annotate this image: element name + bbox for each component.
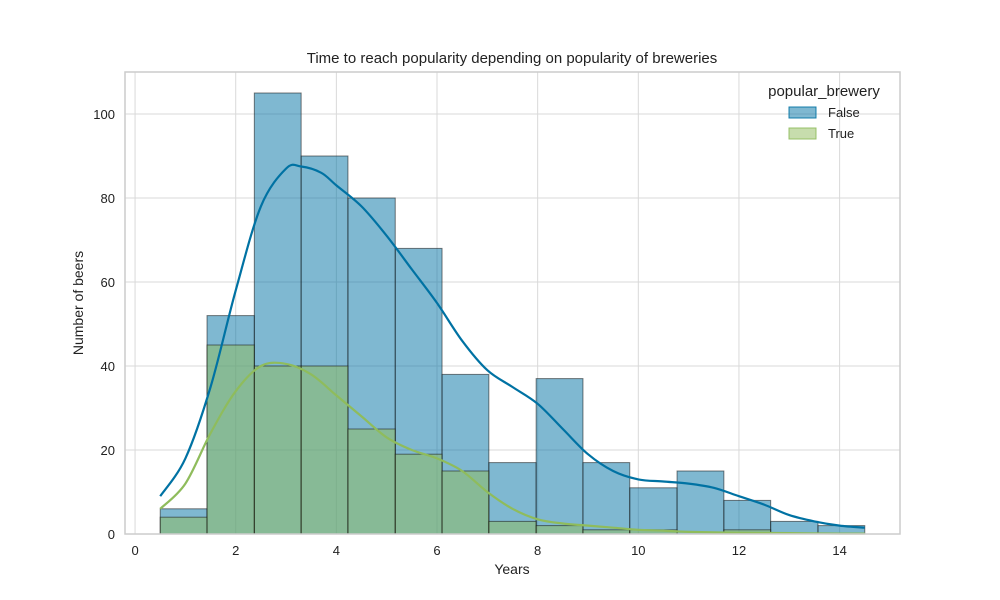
x-tick-label: 6 <box>433 543 440 558</box>
kde-line-true <box>159 361 865 535</box>
kde-curves <box>159 163 865 535</box>
legend-label-true: True <box>828 126 854 141</box>
legend-swatch-true <box>788 127 817 140</box>
x-tick-label: 10 <box>631 543 645 558</box>
bar-false-8 <box>535 378 584 535</box>
bar-true-3 <box>300 365 349 535</box>
bar-false-11 <box>676 470 725 535</box>
tick-labels: 0 2 4 6 8 10 12 14 0 20 40 60 80 100 <box>93 107 847 558</box>
x-axis-label: Years <box>494 561 529 577</box>
legend: popular_brewery False True <box>768 83 880 141</box>
legend-title: popular_brewery <box>768 83 880 100</box>
bar-true-6 <box>441 470 490 535</box>
bar-true-5 <box>394 453 443 535</box>
plot-frame <box>124 71 901 535</box>
x-tick-label: 4 <box>333 543 340 558</box>
bars <box>159 92 866 535</box>
x-tick-label: 14 <box>832 543 846 558</box>
y-axis-label: Number of beers <box>70 251 86 355</box>
y-tick-label: 20 <box>101 443 115 458</box>
chart-title: Time to reach popularity depending on po… <box>307 50 718 67</box>
bar-true-4 <box>347 428 396 535</box>
legend-swatch-false <box>788 106 817 119</box>
y-tick-label: 60 <box>101 275 115 290</box>
bar-false-12 <box>723 499 772 535</box>
y-tick-label: 80 <box>101 191 115 206</box>
bar-true-8 <box>535 525 584 535</box>
bar-true-7 <box>488 520 537 535</box>
x-tick-label: 8 <box>534 543 541 558</box>
y-tick-label: 40 <box>101 359 115 374</box>
y-tick-label: 100 <box>93 107 115 122</box>
bar-false-10 <box>629 487 678 535</box>
kde-line-false <box>159 163 865 529</box>
bar-false-9 <box>582 462 631 535</box>
x-tick-label: 12 <box>732 543 746 558</box>
legend-label-false: False <box>828 105 860 120</box>
x-tick-label: 2 <box>232 543 239 558</box>
y-tick-label: 0 <box>108 527 115 542</box>
bar-true-0 <box>159 516 208 535</box>
bar-true-2 <box>253 365 302 535</box>
x-tick-label: 0 <box>131 543 138 558</box>
